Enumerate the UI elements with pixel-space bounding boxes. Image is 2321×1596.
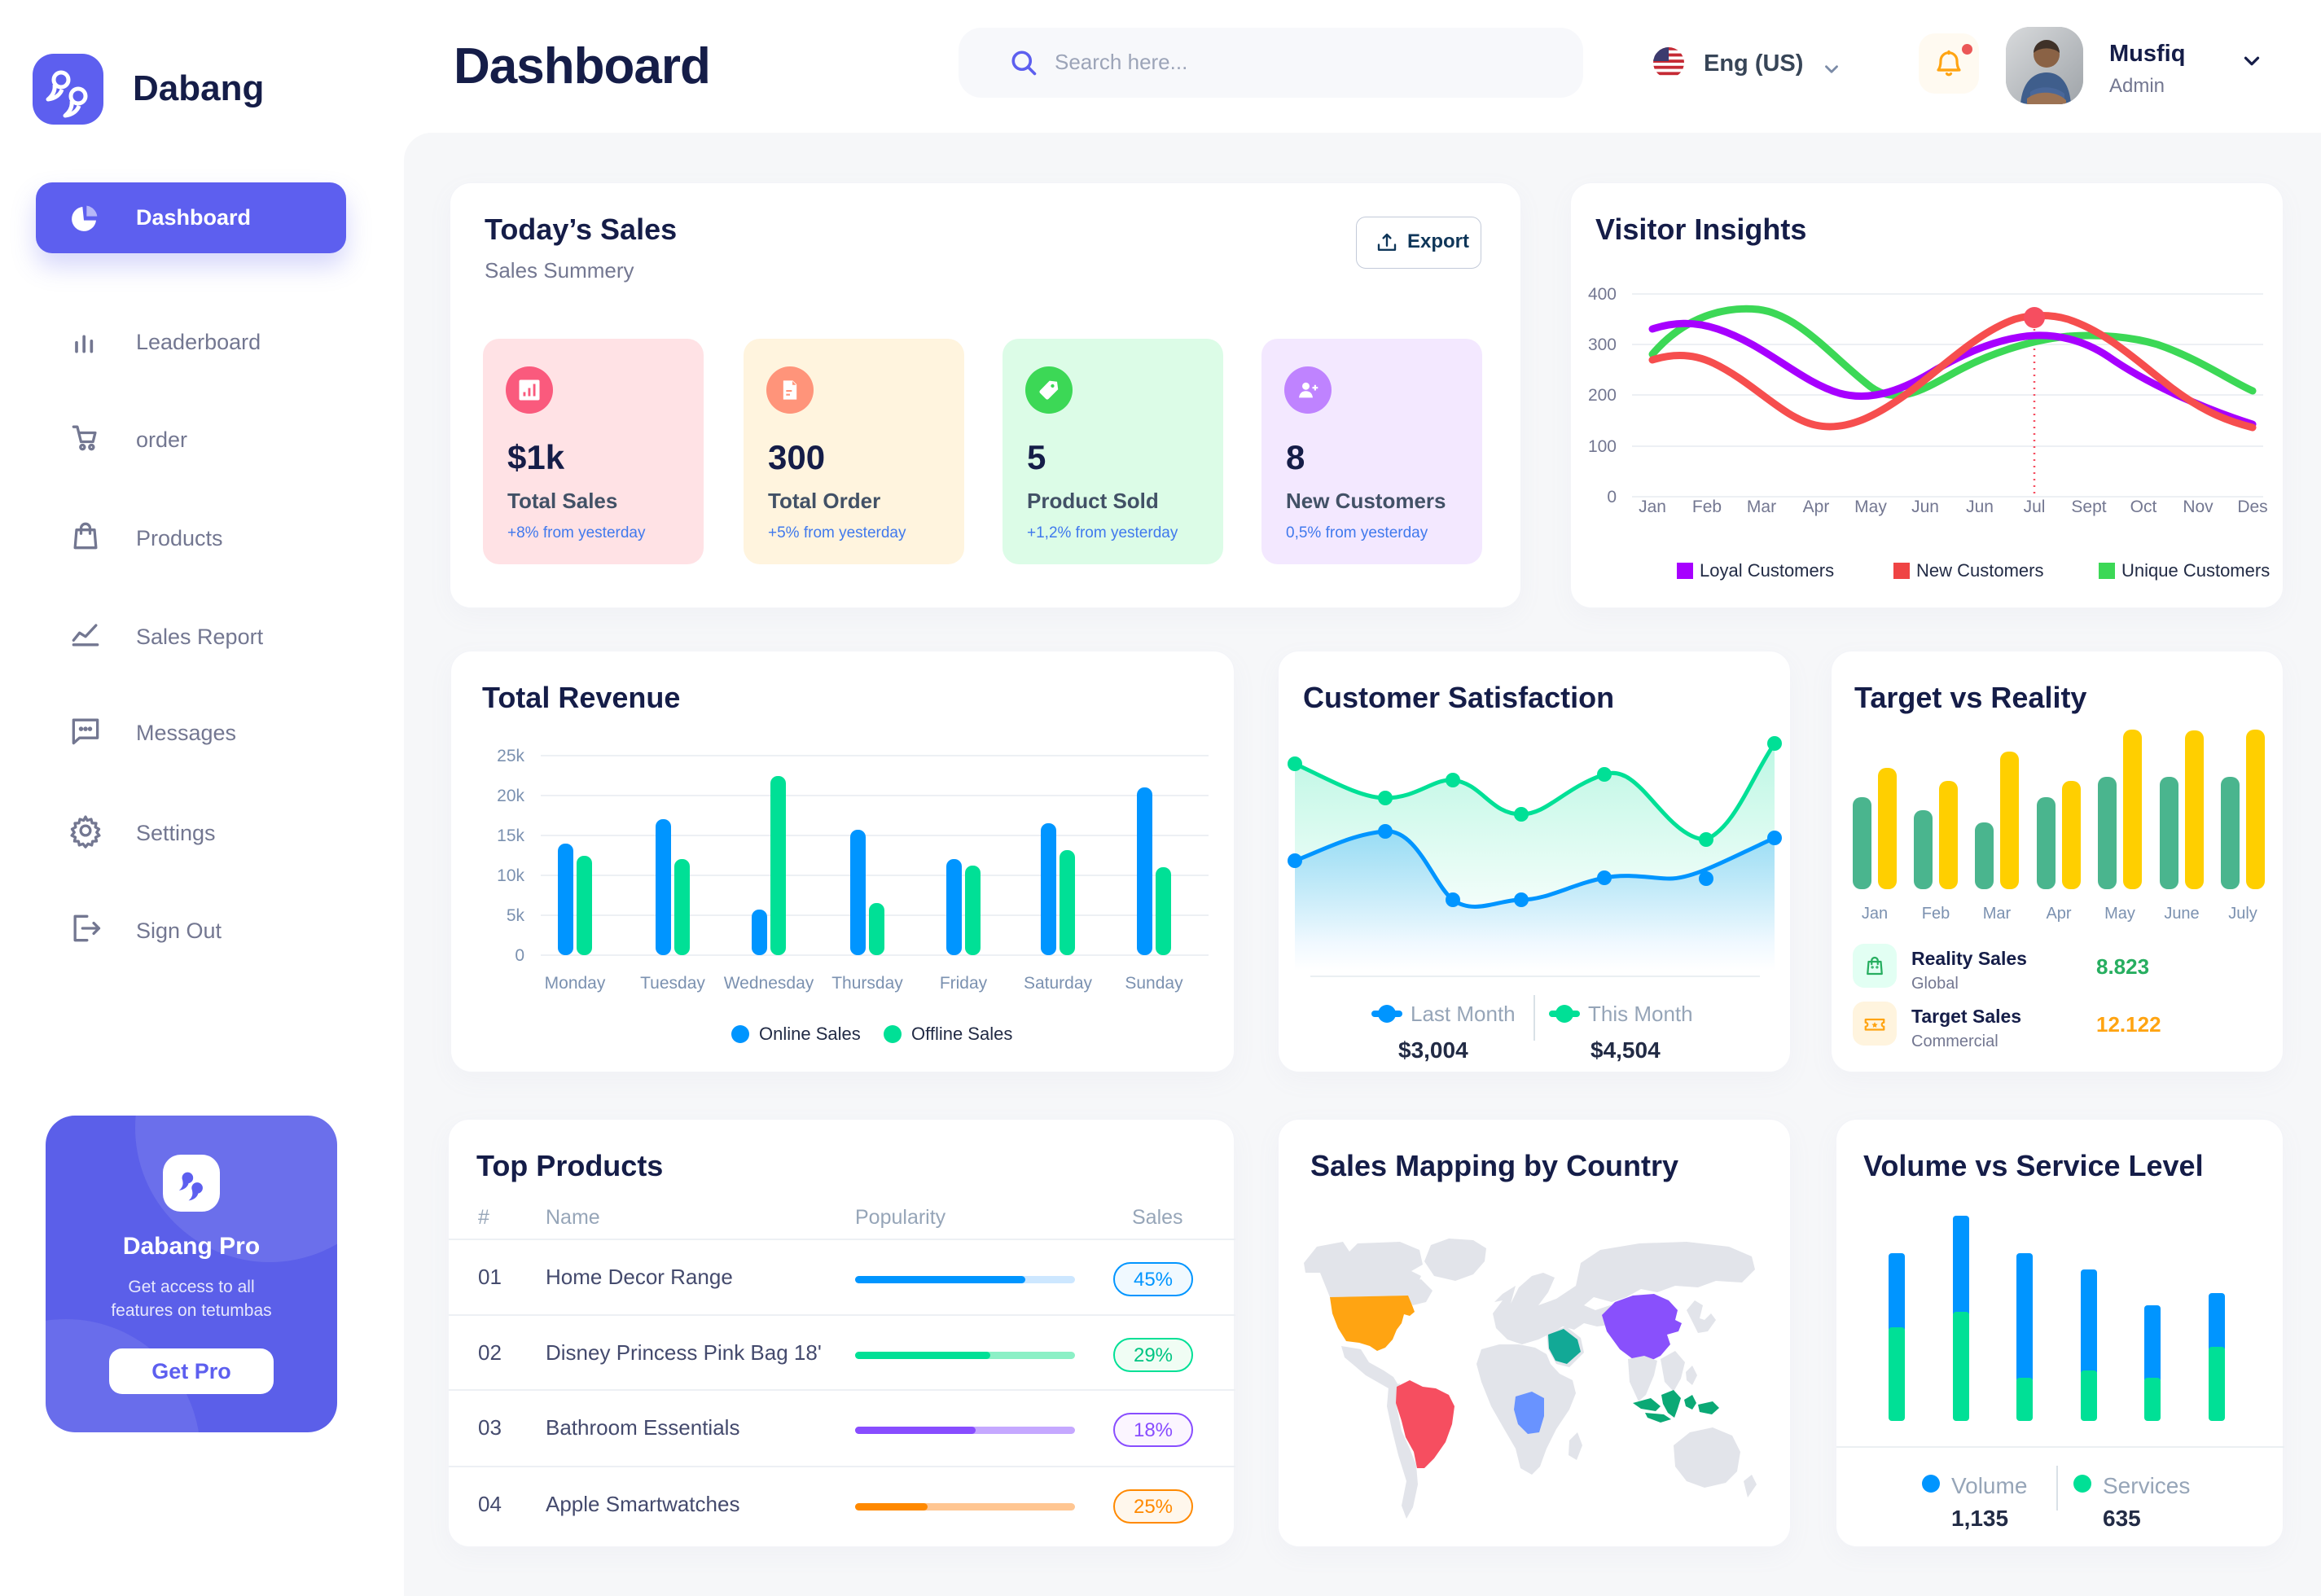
svg-text:Saturday: Saturday <box>1024 974 1093 993</box>
svg-text:July: July <box>2228 905 2257 923</box>
svg-text:May: May <box>2104 905 2135 923</box>
svg-text:June: June <box>2164 905 2199 923</box>
svg-text:Oct: Oct <box>2130 498 2157 516</box>
svg-text:Jan: Jan <box>1862 905 1888 923</box>
svg-text:Monday: Monday <box>545 974 606 993</box>
svg-text:Sunday: Sunday <box>1125 974 1183 993</box>
svg-text:5k: 5k <box>507 906 525 925</box>
svg-text:This Month: This Month <box>1588 1002 1693 1026</box>
svg-text:Apr: Apr <box>1803 498 1830 516</box>
svg-text:Des: Des <box>2237 498 2267 516</box>
svg-text:25k: 25k <box>497 747 524 765</box>
svg-text:Apr: Apr <box>2046 905 2071 923</box>
svg-text:Friday: Friday <box>940 974 988 993</box>
svg-text:Offline Sales: Offline Sales <box>911 1024 1012 1044</box>
svg-text:Jun: Jun <box>1911 498 1939 516</box>
svg-text:0: 0 <box>1607 488 1617 506</box>
svg-text:Last Month: Last Month <box>1411 1002 1516 1026</box>
svg-text:Jul: Jul <box>2024 498 2046 516</box>
svg-text:Feb: Feb <box>1692 498 1722 516</box>
svg-text:Thursday: Thursday <box>831 974 903 993</box>
svg-text:$3,004: $3,004 <box>1398 1037 1468 1063</box>
svg-text:Loyal Customers: Loyal Customers <box>1700 560 1834 581</box>
svg-text:Feb: Feb <box>1922 905 1950 923</box>
svg-text:Wednesday: Wednesday <box>724 974 814 993</box>
svg-text:$4,504: $4,504 <box>1590 1037 1661 1063</box>
svg-text:20k: 20k <box>497 787 524 805</box>
svg-text:Jun: Jun <box>1966 498 1994 516</box>
svg-text:10k: 10k <box>497 866 524 885</box>
svg-text:100: 100 <box>1588 437 1617 456</box>
svg-text:Sept: Sept <box>2071 498 2106 516</box>
svg-text:Mar: Mar <box>1747 498 1776 516</box>
svg-text:New Customers: New Customers <box>1916 560 2043 581</box>
svg-text:Online Sales: Online Sales <box>759 1024 861 1044</box>
svg-text:200: 200 <box>1588 386 1617 405</box>
svg-text:400: 400 <box>1588 285 1617 304</box>
svg-text:May: May <box>1854 498 1887 516</box>
svg-text:Mar: Mar <box>1983 905 2012 923</box>
svg-text:15k: 15k <box>497 826 524 845</box>
svg-text:Nov: Nov <box>2183 498 2214 516</box>
svg-text:Jan: Jan <box>1639 498 1666 516</box>
svg-text:Unique Customers: Unique Customers <box>2121 560 2270 581</box>
svg-text:300: 300 <box>1588 335 1617 354</box>
svg-text:0: 0 <box>515 946 524 965</box>
svg-text:Tuesday: Tuesday <box>640 974 705 993</box>
